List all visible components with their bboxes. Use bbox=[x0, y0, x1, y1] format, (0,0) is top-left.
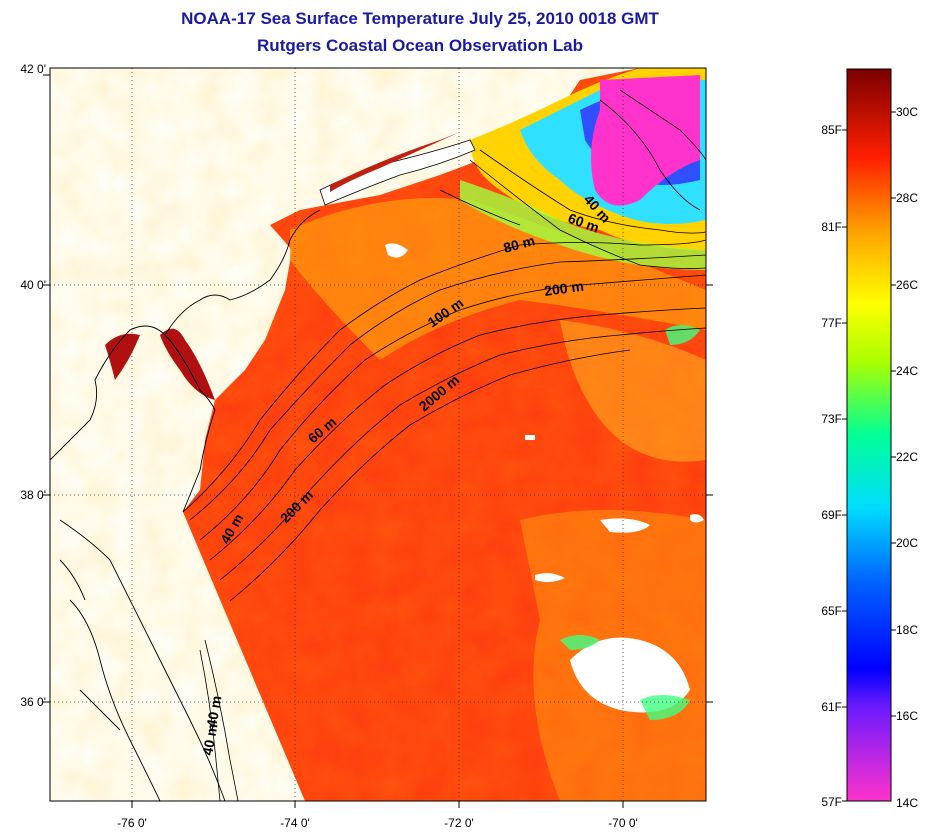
colorbar-c-14: 14C bbox=[896, 796, 919, 810]
colorbar-c-30: 30C bbox=[896, 105, 919, 119]
colorbar-f-69: 69F bbox=[821, 508, 842, 522]
tick-marks bbox=[43, 74, 713, 808]
graticule bbox=[50, 68, 706, 801]
isobath-contours bbox=[182, 89, 706, 801]
colorbar bbox=[846, 68, 892, 802]
isobath-label-40m-s1: 40 m bbox=[203, 694, 224, 728]
isobath-label-40m-s2: 40 m bbox=[199, 722, 220, 756]
lat-label-40: 40 0' bbox=[20, 278, 46, 292]
colorbar-c-20: 20C bbox=[896, 536, 919, 550]
map-subtitle: Rutgers Coastal Ocean Observation Lab bbox=[257, 36, 583, 55]
colorbar-c-16: 16C bbox=[896, 709, 919, 723]
map-title: NOAA-17 Sea Surface Temperature July 25,… bbox=[181, 9, 659, 28]
colorbar-f-85: 85F bbox=[821, 123, 842, 137]
map-frame bbox=[49, 67, 707, 802]
lat-label-38: 38 0' bbox=[20, 488, 46, 502]
coastline bbox=[50, 209, 321, 801]
colorbar-f-73: 73F bbox=[821, 412, 842, 426]
colorbar-ticks bbox=[842, 111, 896, 802]
sst-green-fringe bbox=[460, 180, 706, 270]
lon-label-72: -72 0' bbox=[444, 816, 474, 830]
chesapeake-bay bbox=[105, 333, 140, 380]
delaware-bay bbox=[160, 328, 215, 400]
lon-label-76: -76 0' bbox=[117, 816, 147, 830]
colorbar-c-26: 26C bbox=[896, 278, 919, 292]
lon-label-70: -70 0' bbox=[608, 816, 638, 830]
lat-label-42: 42 0' bbox=[20, 62, 46, 76]
colorbar-f-77: 77F bbox=[821, 316, 842, 330]
isobath-label-80m: 80 m bbox=[502, 232, 537, 256]
colorbar-f-57: 57F bbox=[821, 795, 842, 809]
colorbar-c-18: 18C bbox=[896, 623, 919, 637]
lat-label-36: 36 0' bbox=[20, 695, 46, 709]
sst-magenta-region bbox=[591, 75, 700, 206]
colorbar-f-61: 61F bbox=[821, 700, 842, 714]
colorbar-f-65: 65F bbox=[821, 604, 842, 618]
colorbar-c-28: 28C bbox=[896, 191, 919, 205]
lon-label-74: -74 0' bbox=[280, 816, 310, 830]
colorbar-f-81: 81F bbox=[821, 220, 842, 234]
sst-green-spots bbox=[560, 325, 700, 720]
cloud-mask bbox=[385, 243, 704, 713]
colorbar-c-22: 22C bbox=[896, 450, 919, 464]
colorbar-c-24: 24C bbox=[896, 364, 919, 378]
isobath-label-200m-ne: 200 m bbox=[543, 278, 585, 299]
